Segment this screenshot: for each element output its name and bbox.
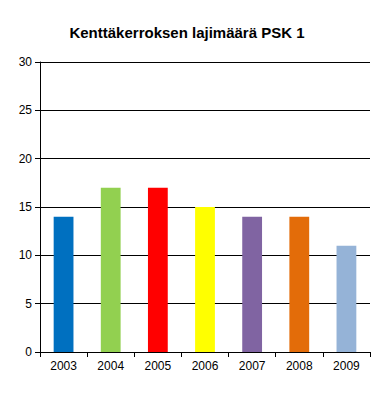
svg-text:0: 0 (25, 345, 32, 359)
svg-text:25: 25 (19, 103, 33, 117)
svg-text:15: 15 (19, 200, 33, 214)
svg-text:2005: 2005 (145, 359, 172, 373)
svg-text:2006: 2006 (192, 359, 219, 373)
svg-text:30: 30 (19, 55, 33, 69)
svg-text:20: 20 (19, 152, 33, 166)
svg-text:10: 10 (19, 248, 33, 262)
svg-text:5: 5 (25, 297, 32, 311)
svg-text:2003: 2003 (50, 359, 77, 373)
svg-text:2004: 2004 (97, 359, 124, 373)
svg-text:2009: 2009 (333, 359, 360, 373)
svg-text:2008: 2008 (286, 359, 313, 373)
svg-text:Kenttäkerroksen lajimäärä PSK: Kenttäkerroksen lajimäärä PSK 1 (69, 24, 304, 41)
svg-text:2007: 2007 (239, 359, 266, 373)
